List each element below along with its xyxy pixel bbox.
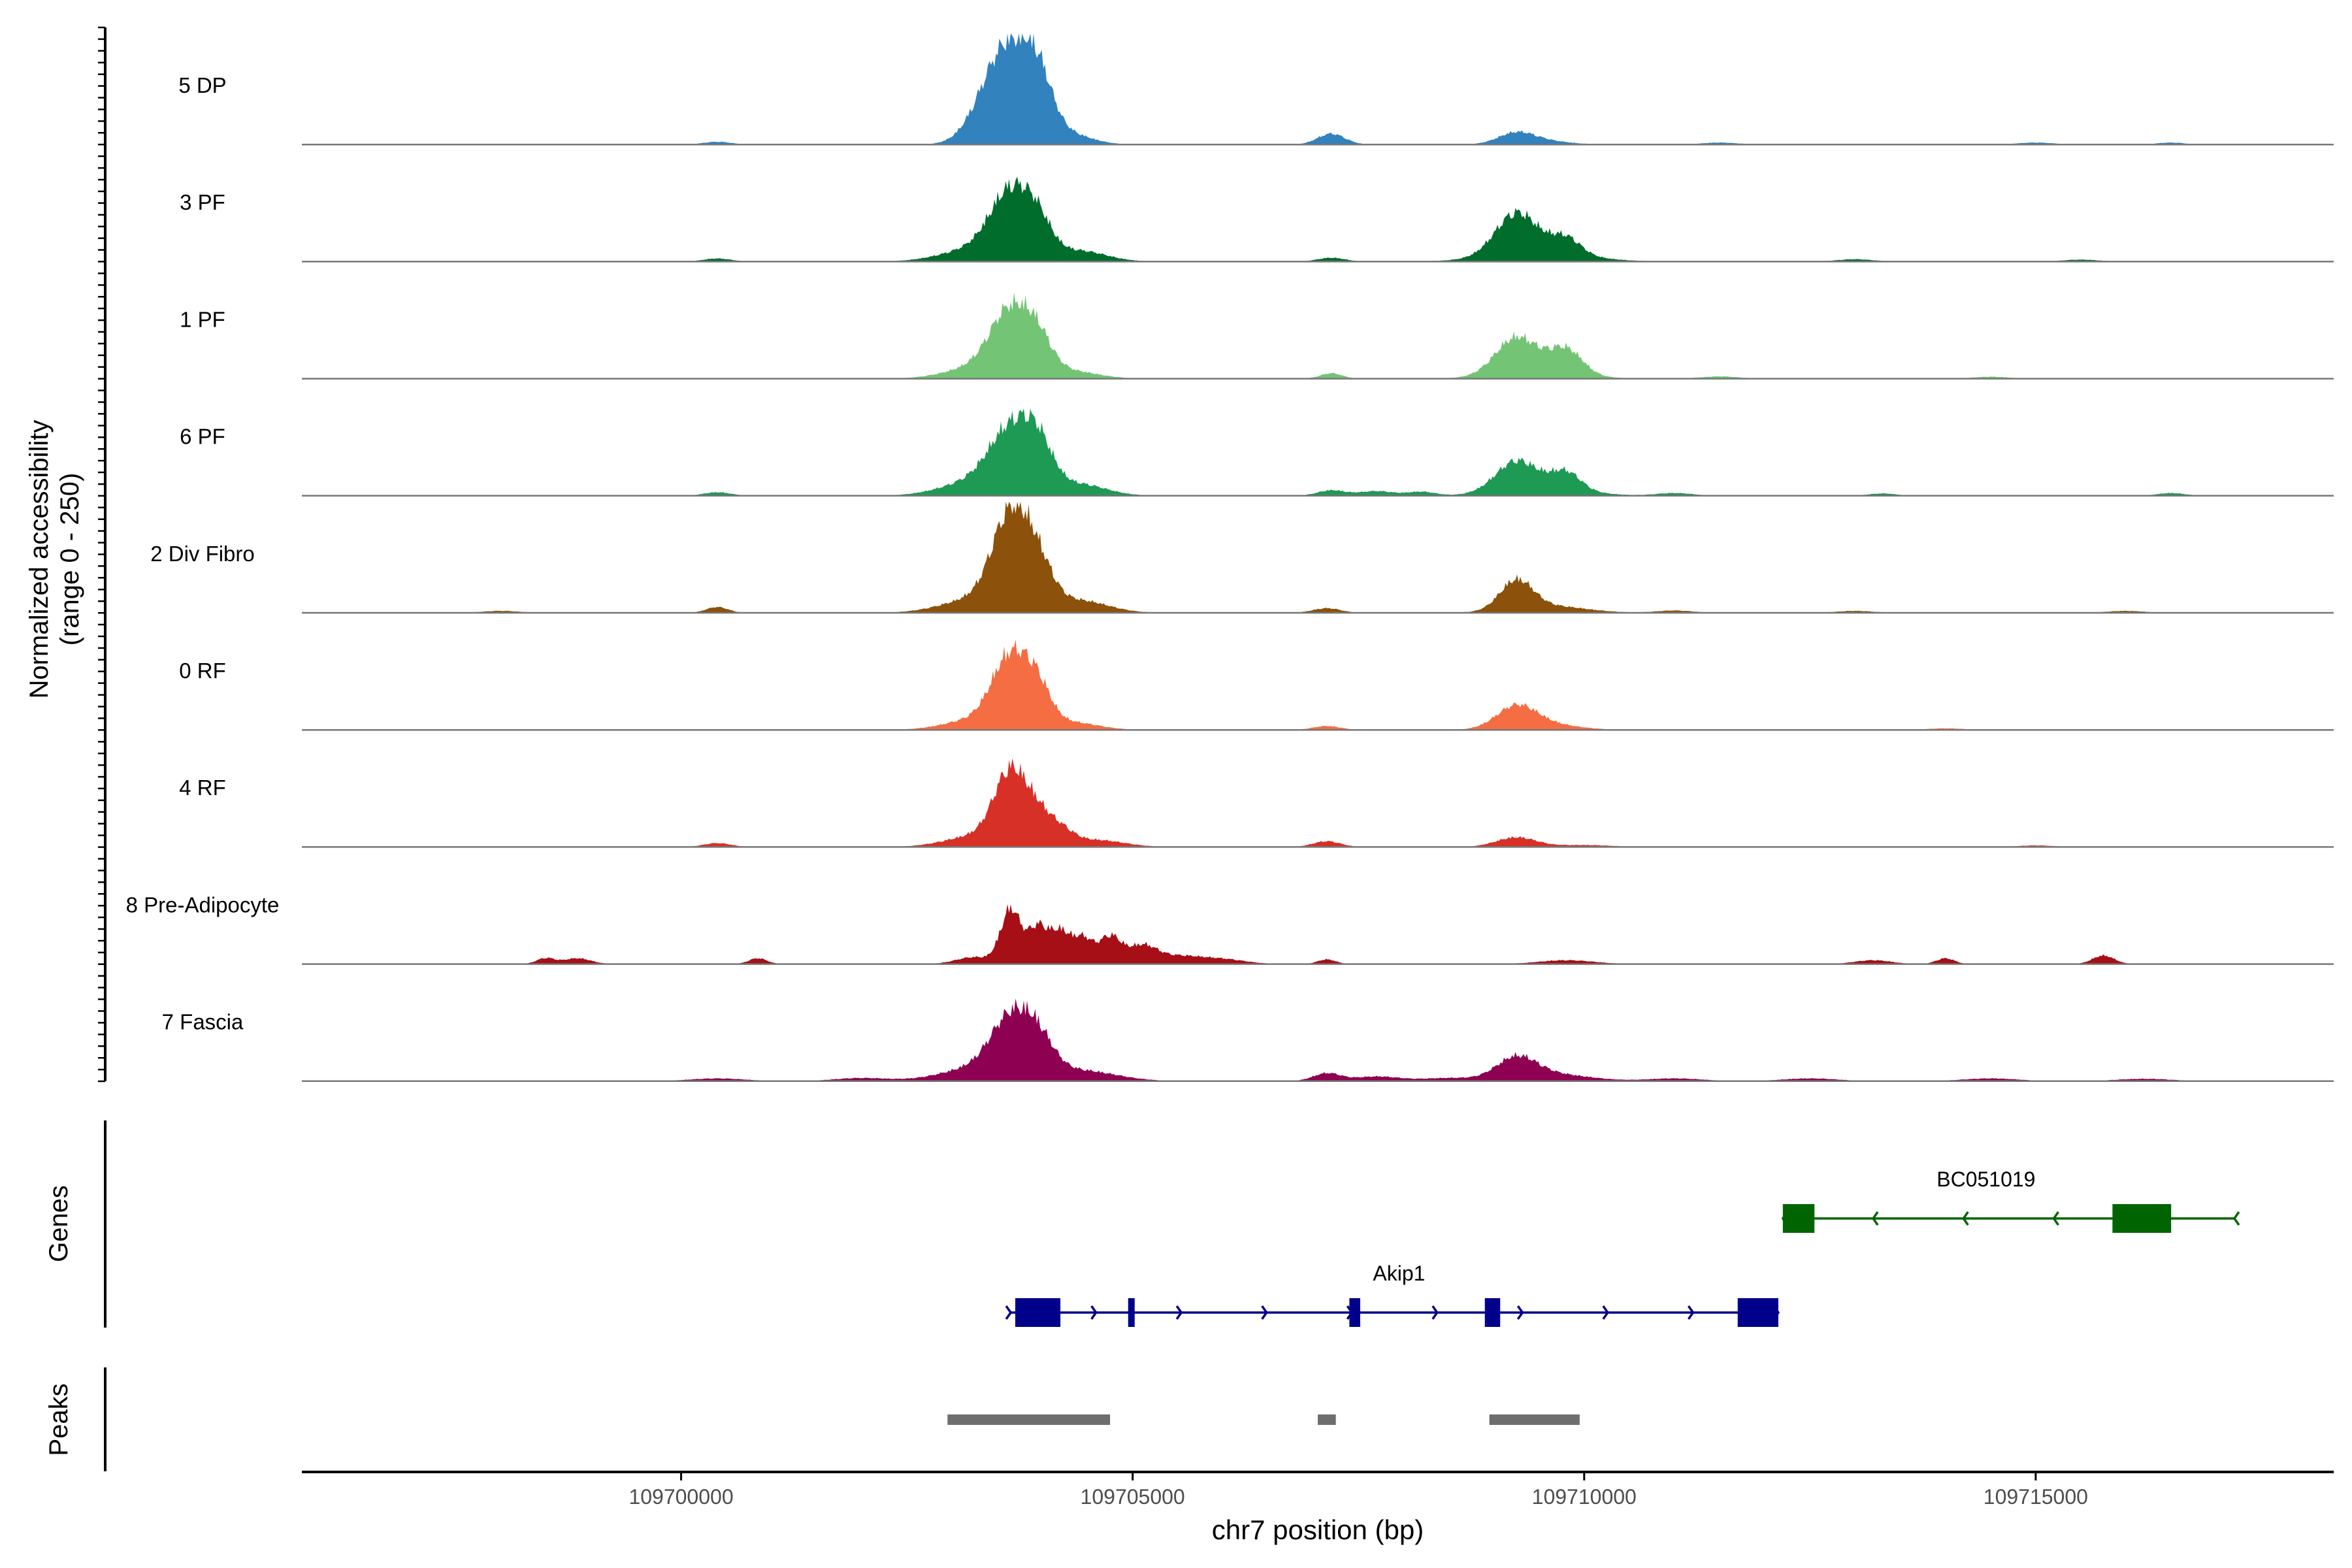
track-label: 5 DP <box>178 73 226 97</box>
track-8-pre-adipocyte <box>302 904 2334 965</box>
strand-arrow <box>2052 1211 2059 1226</box>
gene-annotations: Akip1 BC051019 <box>1005 1168 2240 1327</box>
track-labels: 5 DP 3 PF 1 PF 6 PF 2 Div Fibro 0 RF 4 RF 8 Pre… <box>126 73 280 1034</box>
gene-akip1: Akip1 <box>1005 1262 1780 1327</box>
peaks-panel-label: Peaks <box>44 1383 73 1456</box>
track-label: 2 Div Fibro <box>150 542 255 566</box>
peak-region <box>1489 1414 1580 1425</box>
strand-arrow <box>1431 1305 1439 1320</box>
exon <box>1484 1298 1501 1327</box>
track-label: 4 RF <box>179 776 226 800</box>
x-tick-label: 109710000 <box>1532 1485 1637 1509</box>
track-1-pf <box>302 292 2334 380</box>
track-7-fascia <box>302 998 2334 1083</box>
track-3-pf <box>302 176 2334 263</box>
strand-arrow <box>1090 1305 1098 1320</box>
exon <box>1737 1298 1778 1327</box>
exon <box>1349 1298 1360 1327</box>
x-axis-ticks: 109700000 109705000 109710000 109715000 <box>629 1472 2088 1509</box>
y-axis-label-range: (range 0 - 250) <box>56 473 84 646</box>
track-6-pf <box>302 408 2334 497</box>
gene-bc051019: BC051019 <box>1781 1168 2240 1233</box>
strand-arrow <box>1962 1211 1969 1226</box>
y-axis-ticks <box>98 26 105 1083</box>
coverage-tracks <box>302 33 2334 1083</box>
peak-region <box>1318 1414 1336 1425</box>
y-axis-label: Normalized accessibility <box>25 420 54 699</box>
track-0-rf <box>302 639 2334 731</box>
exon <box>1782 1204 1815 1233</box>
gene-label: BC051019 <box>1936 1168 2035 1191</box>
strand-arrow <box>1261 1305 1268 1320</box>
track-label: 7 Fascia <box>162 1010 244 1034</box>
track-2-div-fibro <box>302 502 2334 614</box>
exon <box>2112 1204 2172 1233</box>
strand-arrow <box>1005 1305 1013 1320</box>
strand-arrow <box>2232 1211 2240 1226</box>
peak-regions <box>947 1414 1580 1425</box>
track-label: 3 PF <box>180 190 225 214</box>
x-tick-label: 109705000 <box>1081 1485 1185 1509</box>
track-label: 8 Pre-Adipocyte <box>126 892 280 917</box>
track-label: 0 RF <box>179 659 226 683</box>
x-axis-label: chr7 position (bp) <box>1212 1514 1424 1545</box>
strand-arrow <box>1516 1305 1524 1320</box>
x-tick-label: 109715000 <box>1984 1485 2088 1509</box>
x-tick-label: 109700000 <box>629 1485 733 1509</box>
strand-arrow <box>1175 1305 1183 1320</box>
strand-arrow <box>1602 1305 1609 1320</box>
strand-arrow <box>1687 1305 1695 1320</box>
track-label: 1 PF <box>180 307 225 331</box>
exon <box>1015 1298 1061 1327</box>
genes-panel-label: Genes <box>44 1185 73 1262</box>
peak-region <box>947 1414 1111 1425</box>
exon <box>1128 1298 1135 1327</box>
track-4-rf <box>302 758 2334 848</box>
track-5-dp <box>302 33 2334 146</box>
track-label: 6 PF <box>180 425 225 449</box>
gene-label: Akip1 <box>1373 1262 1425 1285</box>
strand-arrow <box>1871 1211 1879 1226</box>
